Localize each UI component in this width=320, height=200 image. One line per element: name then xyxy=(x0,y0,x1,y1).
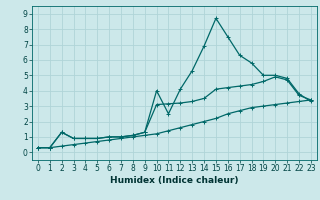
X-axis label: Humidex (Indice chaleur): Humidex (Indice chaleur) xyxy=(110,176,239,185)
